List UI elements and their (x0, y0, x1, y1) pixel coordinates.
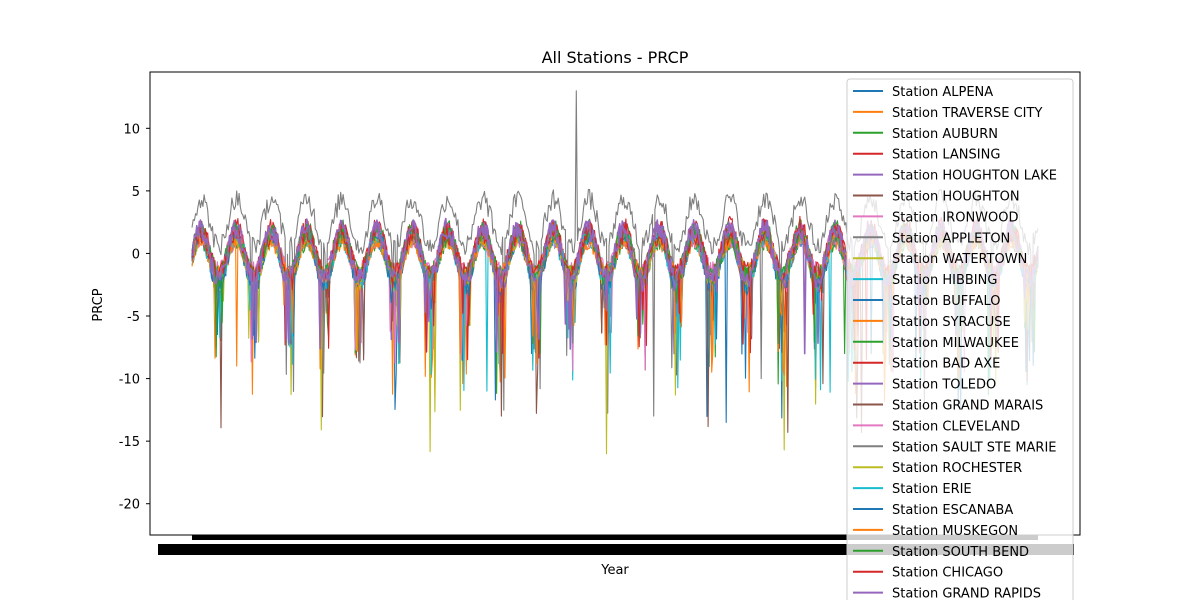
legend-label: Station SAULT STE MARIE (892, 440, 1057, 455)
legend-label: Station BAD AXE (892, 357, 1000, 372)
legend-label: Station HIBBING (892, 273, 997, 288)
legend-label: Station ESCANABA (892, 503, 1013, 518)
legend-label: Station CHICAGO (892, 566, 1003, 581)
y-tick-label: -15 (119, 435, 140, 450)
legend-label: Station IRONWOOD (892, 210, 1019, 225)
legend-label: Station ERIE (892, 482, 972, 497)
legend-label: Station SYRACUSE (892, 315, 1011, 330)
legend-label: Station MILWAUKEE (892, 336, 1019, 351)
legend-label: Station BUFFALO (892, 294, 1000, 309)
plot-frame (149, 71, 1081, 536)
legend-label: Station TOLEDO (892, 378, 996, 393)
x-tick-labels-overlap (158, 544, 1074, 555)
legend-label: Station ROCHESTER (892, 461, 1022, 476)
legend-label: Station MUSKEGON (892, 524, 1018, 539)
legend-label: Station WATERTOWN (892, 252, 1027, 267)
y-tick-label: -20 (119, 498, 140, 513)
legend-label: Station HOUGHTON (892, 190, 1020, 205)
y-tick-label: 10 (123, 122, 140, 137)
legend-label: Station AUBURN (892, 127, 998, 142)
legend-box (846, 78, 1074, 600)
y-axis-label: PRCP (91, 288, 106, 321)
legend: Station ALPENA Station TRAVERSE CITY Stati… (846, 78, 1074, 600)
legend-label: Station HOUGHTON LAKE (892, 169, 1057, 184)
legend-label: Station ALPENA (892, 85, 993, 100)
y-tick-label: -10 (119, 373, 140, 388)
y-tick-label: 0 (132, 247, 140, 262)
x-axis-ticks (158, 535, 1074, 555)
y-axis-ticks: -20 -15 -10 -5 0 5 10 (119, 122, 150, 513)
legend-label: Station CLEVELAND (892, 419, 1020, 434)
legend-label: Station GRAND MARAIS (892, 399, 1043, 414)
y-tick-label: -5 (127, 310, 140, 325)
legend-label: Station LANSING (892, 148, 1000, 163)
legend-label: Station APPLETON (892, 231, 1010, 246)
legend-label: Station GRAND RAPIDS (892, 587, 1041, 600)
x-axis-label: Year (600, 563, 629, 578)
y-tick-label: 5 (132, 185, 140, 200)
x-tick-marks (192, 535, 1038, 540)
legend-label: Station TRAVERSE CITY (892, 106, 1042, 121)
legend-label: Station SOUTH BEND (892, 545, 1029, 560)
chart-title: All Stations - PRCP (542, 48, 689, 67)
